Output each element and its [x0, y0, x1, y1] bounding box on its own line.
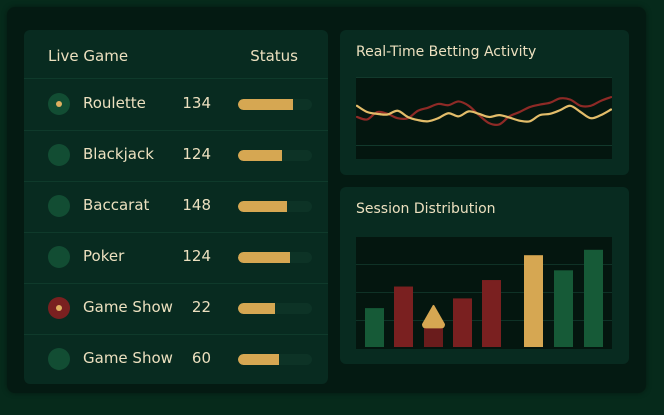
- betting-activity-line-chart: [356, 77, 612, 159]
- status-indicator-icon: [48, 297, 70, 319]
- status-progress-bar: [238, 354, 312, 365]
- status-progress-bar: [238, 303, 312, 314]
- bar: [482, 280, 501, 347]
- bar: [394, 286, 413, 347]
- status-progress-bar: [238, 252, 312, 263]
- session-distribution-title: Session Distribution: [356, 201, 496, 217]
- status-progress-fill: [238, 303, 275, 314]
- bar: [524, 255, 543, 347]
- status-progress-fill: [238, 201, 287, 212]
- game-name: Baccarat: [83, 196, 150, 214]
- player-count: 124: [182, 145, 211, 163]
- game-name: Game Show: [83, 298, 173, 316]
- game-row[interactable]: Game Show 22: [24, 283, 328, 335]
- player-count: 124: [182, 247, 211, 265]
- status-progress-fill: [238, 252, 290, 263]
- bar: [554, 270, 573, 347]
- status-progress-fill: [238, 354, 280, 365]
- player-count: 22: [191, 298, 211, 316]
- session-distribution-bar-chart: [356, 237, 612, 349]
- betting-activity-card: Real-Time Betting Activity: [340, 30, 629, 175]
- status-indicator-icon: [48, 195, 70, 217]
- game-name: Game Show: [83, 349, 173, 367]
- status-progress-bar: [238, 150, 312, 161]
- status-indicator-icon: [48, 246, 70, 268]
- column-header-status: Status: [250, 47, 298, 65]
- active-dot-icon: [56, 305, 62, 311]
- game-row[interactable]: Blackjack 124: [24, 130, 328, 182]
- session-distribution-card: Session Distribution: [340, 187, 629, 364]
- bar: [424, 325, 443, 347]
- status-progress-fill: [238, 150, 282, 161]
- status-progress-bar: [238, 99, 312, 110]
- live-games-header: Live Game Status: [24, 30, 328, 79]
- bar: [453, 298, 472, 347]
- status-progress-fill: [238, 99, 293, 110]
- game-row[interactable]: Poker 124: [24, 232, 328, 284]
- status-indicator-icon: [48, 144, 70, 166]
- triangle-marker-icon: [422, 304, 445, 329]
- column-header-live-game: Live Game: [48, 47, 129, 65]
- player-count: 134: [182, 94, 211, 112]
- status-indicator-icon: [48, 93, 70, 115]
- player-count: 60: [191, 349, 211, 367]
- player-count: 148: [182, 196, 211, 214]
- line-series-red: [356, 96, 612, 127]
- bar: [365, 308, 384, 347]
- game-row[interactable]: Baccarat 148: [24, 181, 328, 233]
- status-indicator-icon: [48, 348, 70, 370]
- game-row[interactable]: Game Show 60: [24, 334, 328, 385]
- game-row[interactable]: Roulette 134: [24, 79, 328, 131]
- game-name: Blackjack: [83, 145, 154, 163]
- game-name: Roulette: [83, 94, 146, 112]
- active-dot-icon: [56, 101, 62, 107]
- game-name: Poker: [83, 247, 125, 265]
- status-progress-bar: [238, 201, 312, 212]
- line-series-gold: [356, 104, 612, 123]
- live-games-card: Live Game Status Roulette 134 Blackjack 124…: [24, 30, 328, 384]
- bar: [584, 249, 603, 347]
- betting-activity-title: Real-Time Betting Activity: [356, 44, 537, 60]
